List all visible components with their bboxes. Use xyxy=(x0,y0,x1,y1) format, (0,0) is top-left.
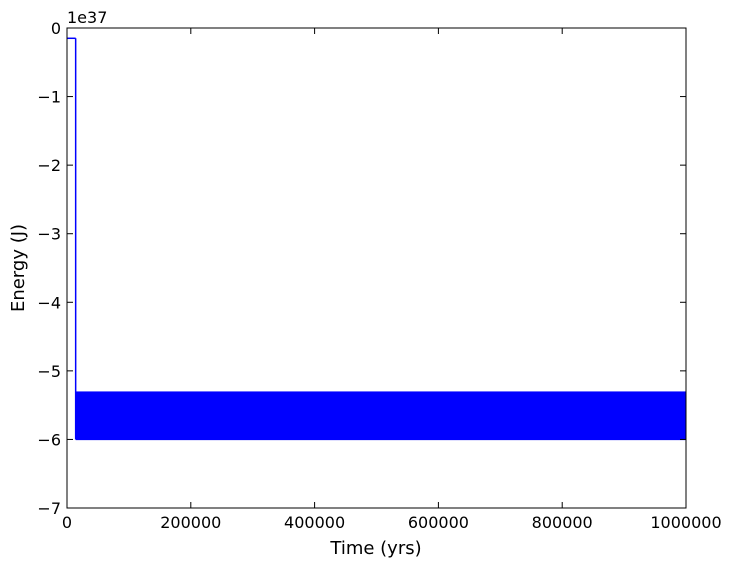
y-tick-label: −1 xyxy=(37,88,61,107)
ticks-layer: 0 200000 400000 600000 800000 1000000 0 −1 −2 −3 −… xyxy=(37,19,721,532)
x-tick-label: 800000 xyxy=(532,513,593,532)
y-tick-label: −5 xyxy=(37,362,61,381)
x-tick-label: 600000 xyxy=(408,513,469,532)
x-tick-label: 200000 xyxy=(160,513,221,532)
y-tick-label: −7 xyxy=(37,499,61,518)
y-tick-label: −3 xyxy=(37,225,61,244)
x-tick-label: 400000 xyxy=(284,513,345,532)
y-tick-label: −4 xyxy=(37,293,61,312)
y-axis-label: Energy (J) xyxy=(8,224,29,312)
x-tick-label: 0 xyxy=(62,513,72,532)
y-offset-label: 1e37 xyxy=(67,8,107,27)
y-tick-label: −6 xyxy=(37,430,61,449)
plot-frame xyxy=(66,27,687,509)
series-oscillation-band xyxy=(75,391,686,440)
x-tick-label: 1000000 xyxy=(650,513,721,532)
y-tick-label: 0 xyxy=(51,19,61,38)
x-axis-label: Time (yrs) xyxy=(329,538,421,559)
data-layer xyxy=(67,37,686,441)
y-tick-label: −2 xyxy=(37,156,61,175)
